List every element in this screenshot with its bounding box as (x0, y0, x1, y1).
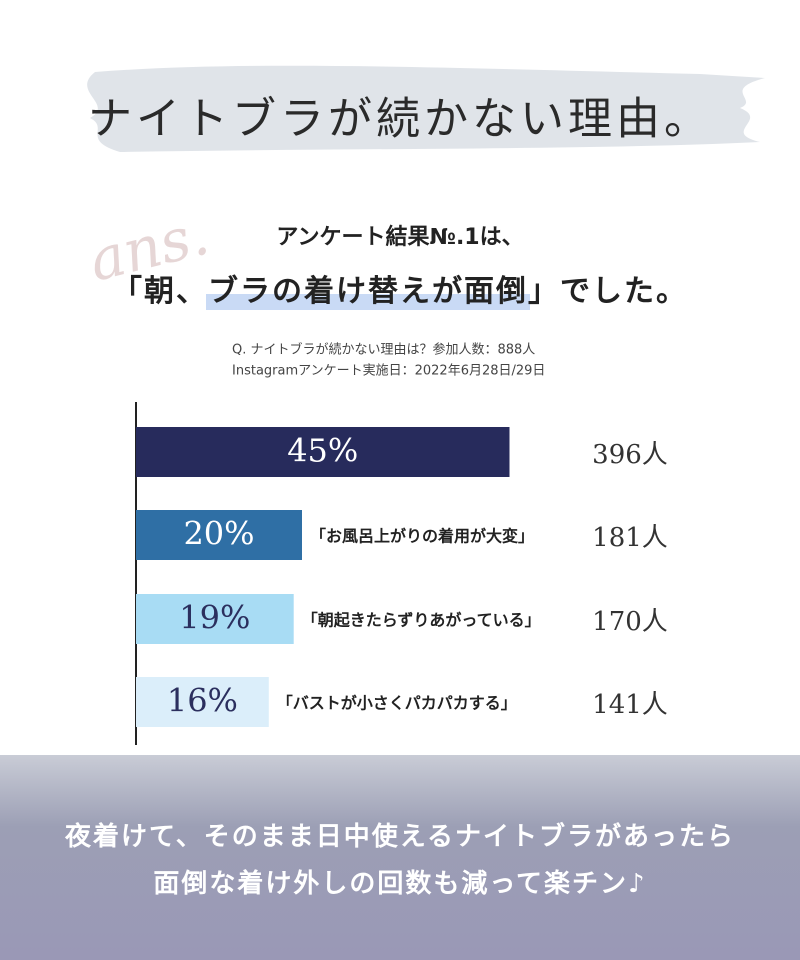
footer-line: 夜着けて、そのまま日中使えるナイトブラがあったら (64, 821, 735, 852)
bar (136, 594, 294, 644)
footer-band (0, 755, 800, 960)
category-label: 「お風呂上がりの着用が大変」 (310, 527, 534, 546)
bar (136, 427, 510, 477)
value-label: 45% (287, 432, 358, 470)
footer-line: 面倒な着け外しの回数も減って楽チン♪ (153, 868, 646, 899)
count-label: 396人 (592, 440, 668, 470)
answer-part: ブラの着け替えが面倒 (208, 274, 528, 309)
answer-part: 「朝、 (112, 274, 208, 309)
highlight (206, 294, 530, 310)
value-label: 20% (183, 515, 254, 553)
note: Instagramアンケート実施日：2022年6月28日/29日 (232, 363, 545, 379)
title: ナイトブラが続かない理由。 (88, 94, 712, 145)
answer: 「朝、ブラの着け替えが面倒」でした。 (112, 274, 688, 309)
bar (136, 510, 302, 560)
category-label: 「朝起きたらずりあがっている」 (302, 611, 541, 630)
lead: アンケート結果№.1は、 (276, 224, 523, 250)
category-label: 「バストが小さくパカパカする」 (277, 694, 517, 713)
value-label: 16% (167, 682, 238, 720)
note: Q. ナイトブラが続かない理由は？参加人数：888人 (232, 342, 535, 358)
count-label: 170人 (592, 607, 668, 637)
brush-stroke (87, 65, 765, 152)
count-label: 181人 (592, 523, 668, 553)
count-label: 141人 (592, 690, 668, 720)
answer-part: 」でした。 (528, 274, 688, 309)
value-label: 19% (179, 599, 250, 637)
bar (136, 677, 269, 727)
